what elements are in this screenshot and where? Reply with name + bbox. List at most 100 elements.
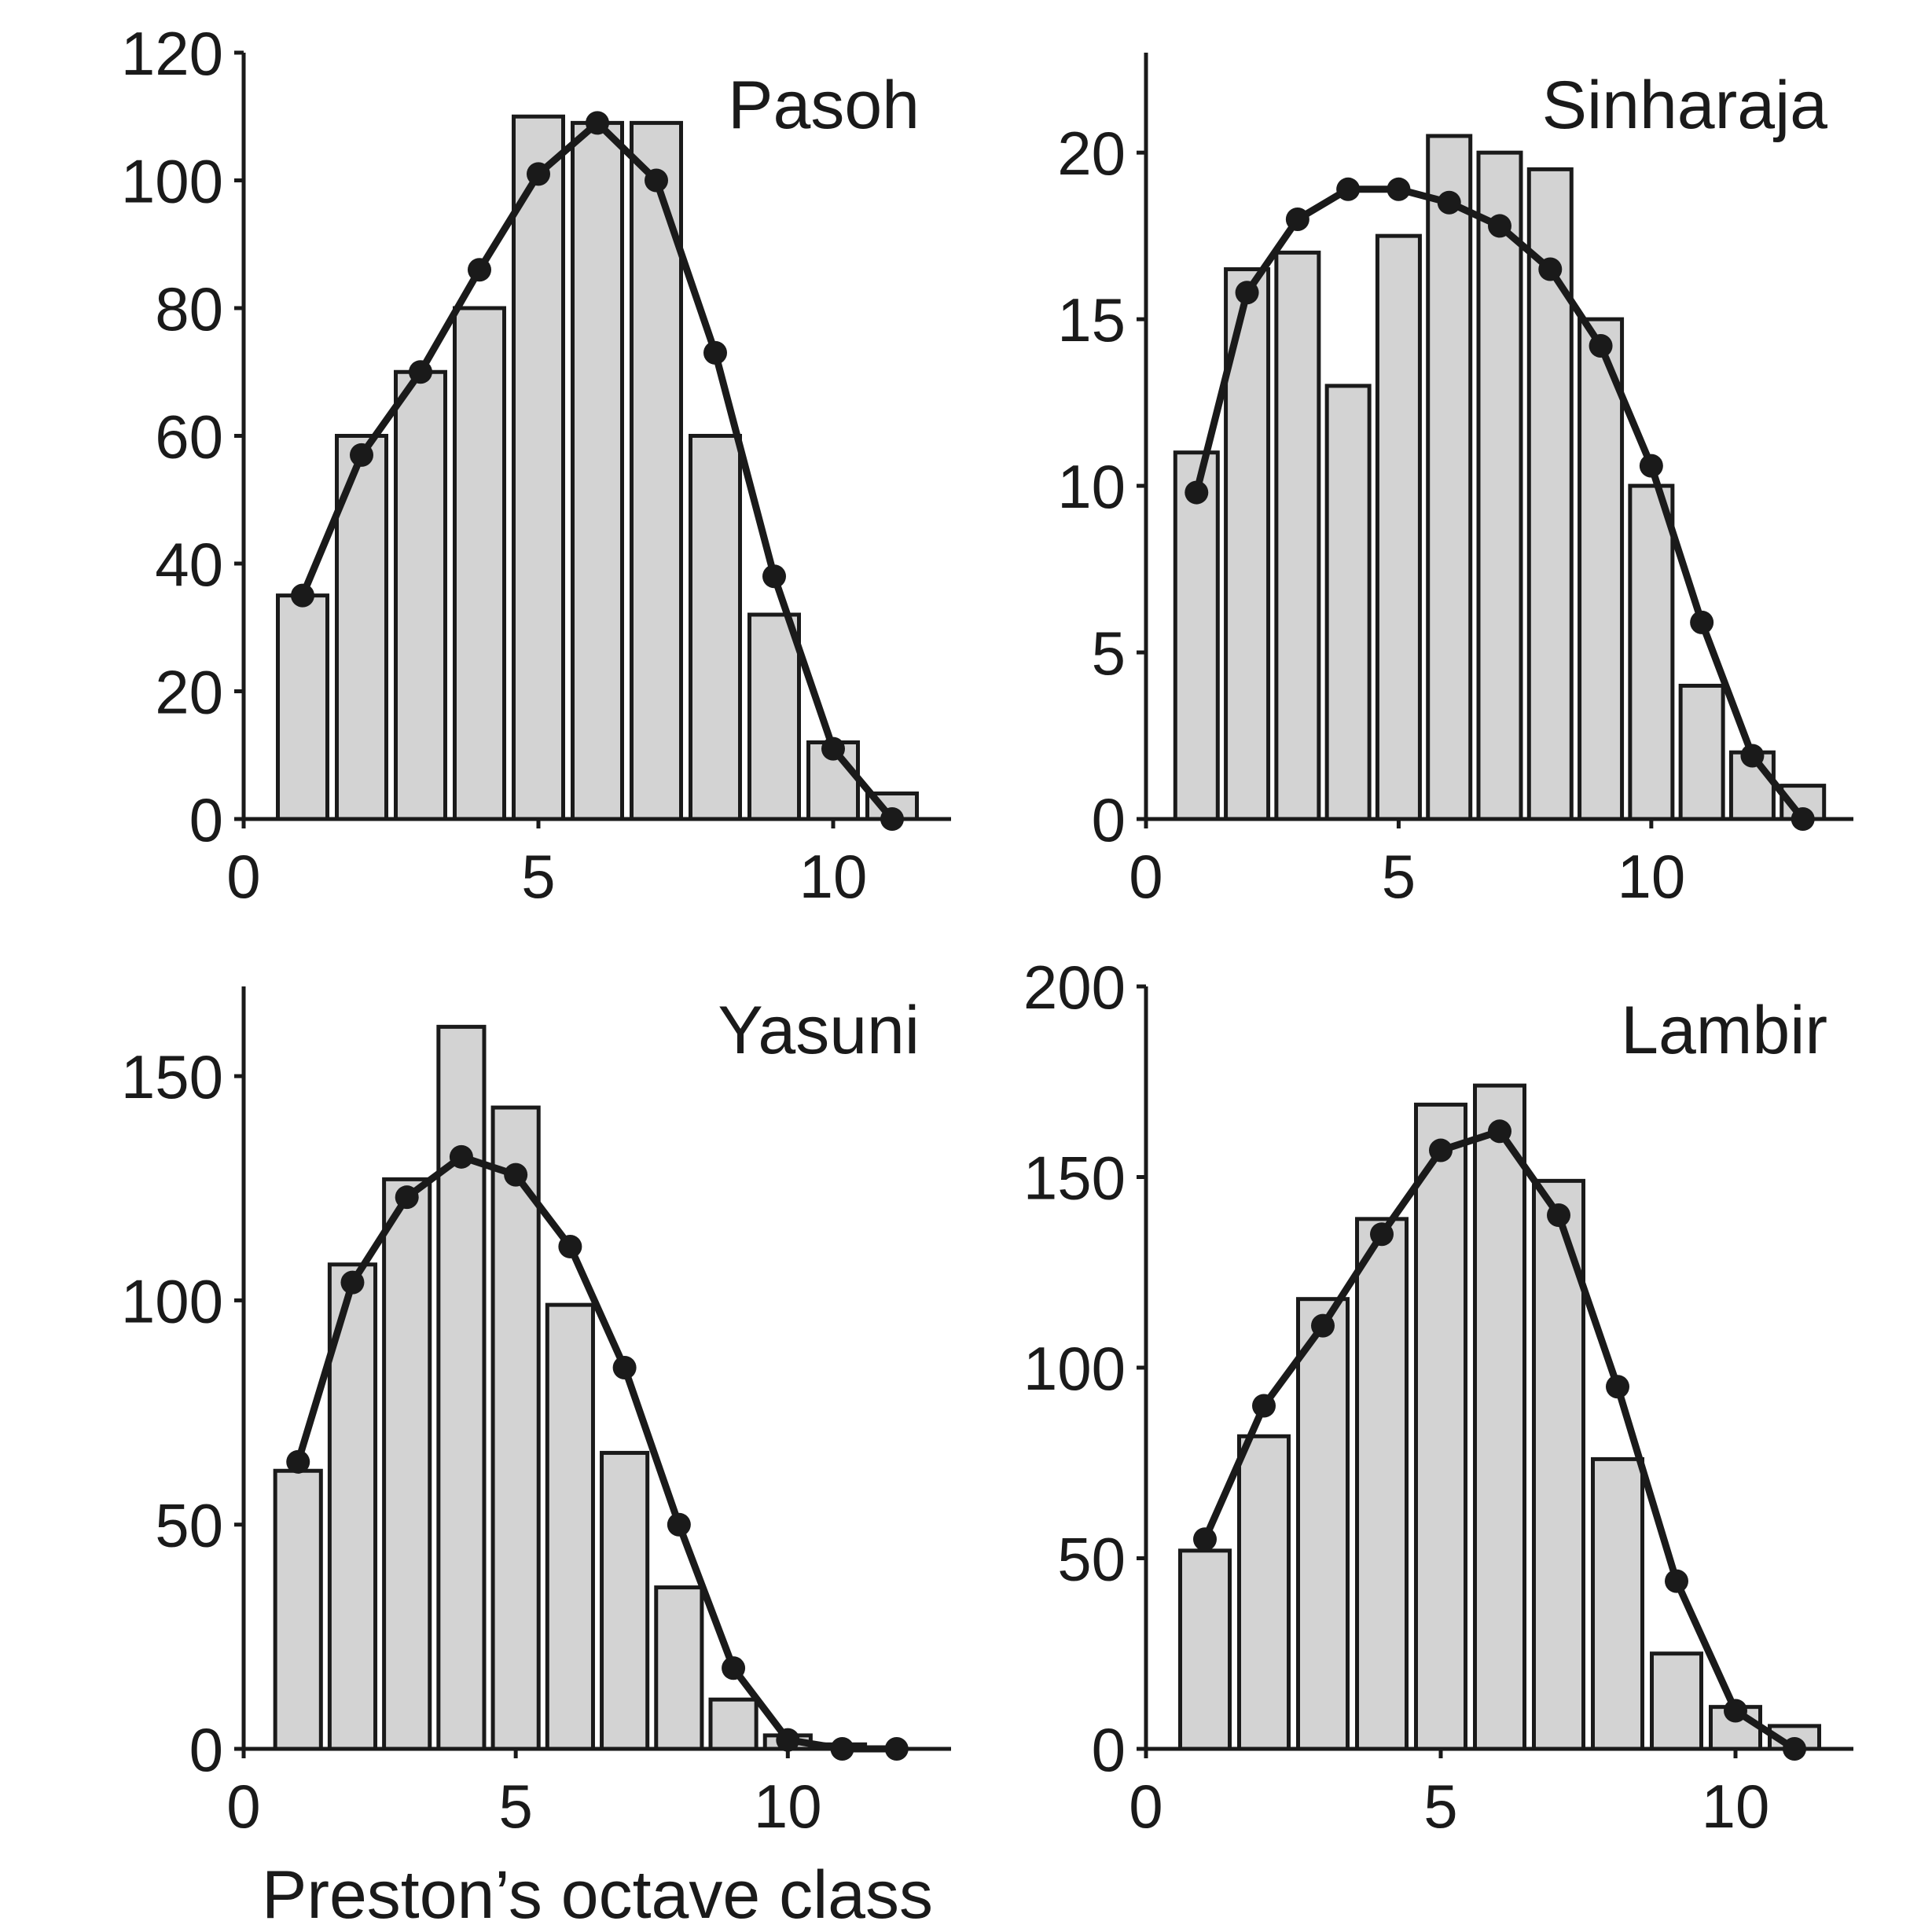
y-tick-label: 5: [1092, 619, 1126, 688]
bar: [1473, 1083, 1526, 1751]
y-tick-label: 20: [1057, 119, 1126, 188]
fit-point: [667, 1512, 691, 1537]
fit-point: [1285, 207, 1309, 231]
bar: [600, 1450, 650, 1751]
bar: [1274, 250, 1321, 821]
bar: [654, 1585, 704, 1751]
fit-point: [776, 1728, 800, 1752]
bar: [1296, 1297, 1350, 1751]
bar: [276, 593, 329, 821]
fit-point: [703, 340, 727, 365]
fit-point: [395, 1185, 419, 1210]
bar: [571, 120, 624, 821]
bar: [1591, 1456, 1644, 1751]
y-tick-label: 50: [1057, 1525, 1126, 1594]
fit-point: [1488, 1119, 1511, 1144]
fit-point: [1235, 281, 1259, 305]
fit-point: [527, 162, 550, 186]
y-tick-label: 100: [1023, 1334, 1126, 1403]
x-tick-label: 5: [1423, 1772, 1457, 1841]
fit-point: [1589, 334, 1613, 358]
bar: [512, 114, 565, 821]
fit-point: [291, 583, 314, 608]
fit-point: [558, 1234, 582, 1258]
bar: [382, 1177, 432, 1751]
fit-point: [1538, 257, 1563, 281]
x-tick-label: 10: [1702, 1772, 1770, 1841]
fit-point: [1791, 807, 1815, 831]
x-tick-label: 10: [1617, 842, 1685, 911]
bar: [1324, 384, 1372, 821]
chart-panel-yasuni: 0 50 100 150 0 5 10 Yasuni: [121, 986, 951, 1841]
fit-point: [612, 1356, 637, 1379]
y-tick-label: 0: [1092, 1715, 1126, 1784]
fit-point: [1437, 190, 1461, 215]
fit-point: [586, 111, 609, 135]
fit-point: [1724, 1699, 1747, 1723]
x-tick-label: 5: [1382, 842, 1416, 911]
bar: [327, 1262, 378, 1751]
bar: [689, 434, 742, 821]
bar: [1532, 1178, 1585, 1751]
fit-point: [722, 1656, 746, 1680]
fit-point: [286, 1449, 310, 1474]
fit-point: [1311, 1313, 1335, 1338]
fit-point: [340, 1270, 365, 1295]
x-tick-label: 10: [754, 1772, 822, 1841]
bar: [708, 1697, 758, 1751]
y-tick-label: 80: [155, 274, 223, 343]
y-tick-label: 100: [121, 147, 223, 216]
fit-point: [449, 1144, 473, 1169]
y-tick-label: 50: [155, 1491, 223, 1560]
y-tick-label: 120: [121, 19, 223, 88]
fit-point: [409, 360, 432, 384]
bar: [1414, 1102, 1467, 1751]
x-axis-label: Preston’s octave class: [262, 1857, 933, 1932]
bar: [1237, 1434, 1291, 1751]
fit-point: [1665, 1569, 1688, 1593]
bar: [453, 306, 506, 821]
chart-panel-lambir: 0 50 100 150 200 0 5 10 Lambir: [1023, 953, 1853, 1841]
bar: [1476, 150, 1523, 821]
fit-point: [350, 443, 373, 467]
x-tick-label: 5: [521, 842, 555, 911]
fit-point: [1488, 214, 1511, 238]
y-tick-label: 0: [189, 785, 223, 854]
fit-point: [645, 168, 668, 193]
chart-panel-sinharaja: 0 5 10 15 20 0 5 10 Sinharaja: [1057, 53, 1853, 911]
y-tick-label: 150: [1023, 1144, 1126, 1213]
bar: [1426, 134, 1473, 821]
y-tick-label: 0: [1092, 785, 1126, 854]
y-tick-label: 15: [1057, 285, 1126, 354]
y-tick-label: 40: [155, 530, 223, 599]
fit-point: [468, 258, 491, 282]
chart-panel-pasoh: 0 20 40 60 80 100 120 0 5 10 Pasoh: [121, 19, 951, 911]
y-tick-label: 60: [155, 402, 223, 472]
fit-point: [1783, 1737, 1806, 1761]
fit-point: [1252, 1394, 1276, 1418]
x-tick-label: 0: [226, 842, 260, 911]
fit-point: [504, 1163, 528, 1187]
fit-point: [1547, 1203, 1570, 1227]
fit-point: [884, 1737, 909, 1761]
fit-point: [1740, 744, 1765, 768]
bar: [747, 612, 801, 821]
x-tick-label: 0: [226, 1772, 260, 1841]
bar: [1678, 683, 1725, 821]
x-tick-label: 0: [1129, 1772, 1163, 1841]
fit-point: [1185, 480, 1209, 505]
bar: [436, 1024, 487, 1751]
x-tick-label: 10: [799, 842, 868, 911]
bar: [1650, 1651, 1703, 1751]
panel-title: Lambir: [1621, 993, 1827, 1068]
fit-point: [821, 736, 845, 761]
fit-point: [1193, 1527, 1217, 1552]
y-tick-label: 100: [121, 1266, 223, 1335]
bar: [545, 1302, 595, 1751]
y-tick-label: 10: [1057, 452, 1126, 521]
y-tick-label: 20: [155, 658, 223, 727]
fit-point: [762, 564, 786, 589]
fit-point: [1606, 1375, 1629, 1399]
